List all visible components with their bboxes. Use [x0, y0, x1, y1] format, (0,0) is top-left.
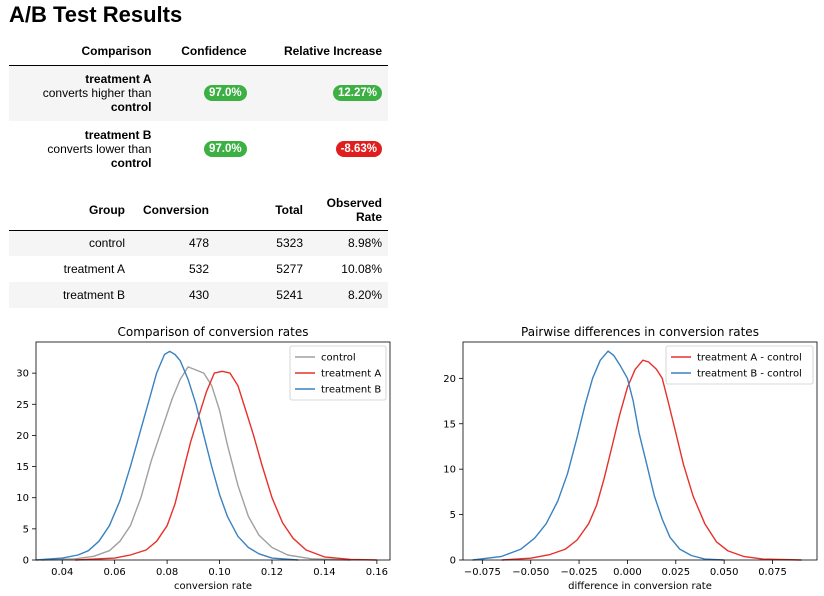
legend-label: treatment A - control	[697, 353, 802, 364]
chart-2: Pairwise differences in conversion rates…	[443, 325, 818, 592]
table-header-row: Comparison Confidence Relative Increase	[9, 38, 388, 65]
legend-box	[665, 345, 814, 385]
series-line	[75, 370, 377, 561]
column-header: Total	[275, 202, 303, 217]
comparison-description: treatment A converts higher than control	[9, 65, 157, 121]
comparison-subject: treatment B	[84, 128, 152, 142]
series-line	[35, 350, 299, 561]
x-axis-label: difference in conversion rate	[568, 581, 712, 592]
column-header: Comparison	[81, 44, 152, 59]
comparison-object: control	[110, 156, 152, 170]
y-tick-label: 15	[443, 419, 456, 430]
column-header: Observed Rate	[326, 195, 382, 224]
x-tick-label: 0.10	[208, 567, 230, 578]
x-tick-label: 0.16	[366, 567, 388, 578]
column-header: Confidence	[181, 44, 247, 59]
x-tick-label: 0.06	[104, 567, 126, 578]
chart-title: Pairwise differences in conversion rates	[521, 325, 759, 339]
group-cell: treatment B	[62, 288, 125, 302]
x-tick-label: 0.14	[313, 567, 335, 578]
legend-label: treatment B - control	[697, 369, 802, 380]
column-header: Relative Increase	[283, 44, 382, 59]
series-line	[472, 350, 725, 561]
y-tick-label: 5	[450, 510, 456, 521]
y-tick-label: 10	[443, 465, 456, 476]
plot-frame	[35, 341, 391, 561]
plot-frame	[462, 341, 818, 561]
comparison-verb: converts higher than	[42, 86, 152, 101]
rate-cell: 10.08%	[341, 262, 382, 276]
x-tick-label: 0.050	[710, 567, 739, 578]
relative-increase-badge: 12.27%	[332, 85, 382, 102]
confidence-badge: 97.0%	[204, 141, 247, 157]
x-tick-label: −0.050	[512, 567, 549, 578]
y-tick-label: 5	[23, 524, 29, 535]
conversion-cell: 430	[188, 288, 209, 302]
table-header-row: Group Conversion Total Observed Rate	[9, 190, 388, 230]
y-tick-label: 0	[450, 556, 456, 567]
y-tick-label: 25	[16, 400, 29, 411]
conversion-cell: 532	[188, 262, 209, 276]
series-line	[501, 359, 802, 561]
x-tick-label: 0.075	[758, 567, 787, 578]
x-tick-label: −0.025	[561, 567, 598, 578]
x-axis-label: conversion rate	[174, 581, 252, 592]
legend-label: treatment A	[321, 369, 381, 380]
comparison-description: treatment B converts lower than control	[9, 121, 157, 177]
legend-label: control	[321, 353, 356, 364]
group-cell: control	[88, 236, 125, 251]
y-tick-label: 15	[16, 462, 29, 473]
table-row: treatment A converts higher than control…	[9, 65, 388, 121]
series-line	[41, 366, 351, 561]
y-tick-label: 10	[16, 493, 29, 504]
group-table: Group Conversion Total Observed Rate con…	[9, 190, 388, 308]
comparison-verb: converts lower than	[47, 142, 152, 156]
legend-label: treatment B	[321, 385, 381, 396]
table-row: treatment A 532 5277 10.08%	[9, 256, 388, 282]
rate-cell: 8.98%	[347, 236, 382, 251]
x-tick-label: 0.12	[261, 567, 283, 578]
column-header: Group	[89, 202, 125, 217]
y-tick-label: 20	[443, 374, 456, 385]
table-row: treatment B converts lower than control …	[9, 121, 388, 177]
total-cell: 5277	[276, 262, 303, 276]
x-tick-label: 0.08	[156, 567, 178, 578]
x-tick-label: 0.04	[51, 567, 73, 578]
confidence-badge: 97.0%	[204, 85, 247, 102]
charts-area: Comparison of conversion rates 0.04 0.06 0.…	[16, 325, 818, 592]
x-tick-label: 0.025	[661, 567, 690, 578]
x-tick-label: −0.075	[464, 567, 501, 578]
page-title: A/B Test Results	[9, 2, 183, 27]
chart-title: Comparison of conversion rates	[118, 325, 309, 339]
rate-cell: 8.20%	[347, 288, 382, 302]
column-header: Conversion	[142, 202, 209, 217]
comparison-table: Comparison Confidence Relative Increase …	[9, 38, 388, 177]
total-cell: 5323	[276, 236, 303, 251]
comparison-object: control	[110, 100, 152, 115]
y-tick-label: 20	[16, 431, 29, 442]
chart-legend: control treatment A treatment B	[289, 345, 387, 401]
chart-1: Comparison of conversion rates 0.04 0.06 0.…	[16, 325, 391, 592]
table-row: control 478 5323 8.98%	[9, 230, 388, 256]
y-tick-label: 0	[23, 556, 29, 567]
legend-box	[289, 345, 387, 401]
chart-legend: treatment A - control treatment B - contr…	[665, 345, 814, 385]
y-tick-label: 30	[16, 369, 29, 380]
x-tick-label: 0.000	[613, 567, 642, 578]
group-cell: treatment A	[63, 262, 125, 276]
total-cell: 5241	[276, 288, 303, 302]
comparison-subject: treatment A	[85, 72, 152, 87]
conversion-cell: 478	[188, 236, 209, 251]
table-row: treatment B 430 5241 8.20%	[9, 282, 388, 308]
relative-increase-badge: -8.63%	[335, 141, 382, 157]
